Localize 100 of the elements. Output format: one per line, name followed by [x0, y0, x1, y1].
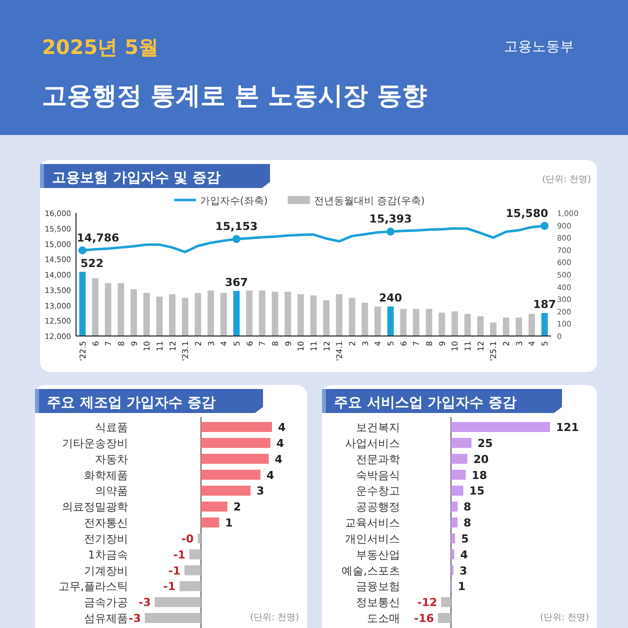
y-tick-label: 화학제품 [84, 468, 128, 482]
bar [336, 294, 342, 336]
bar [118, 283, 124, 336]
bar [284, 292, 292, 336]
bar [451, 438, 472, 448]
x-tick-label: 8 [425, 341, 434, 346]
bar [387, 306, 394, 336]
bar [516, 318, 522, 336]
text: (단위: 천명) [542, 175, 591, 185]
bar [502, 318, 510, 336]
bar [374, 306, 381, 336]
bar [201, 502, 228, 512]
data-label: 4 [278, 421, 286, 434]
data-label: 15 [469, 484, 485, 498]
y-tick-label: 기계장비 [84, 564, 128, 578]
x-tick-label: 4 [528, 341, 537, 346]
data-label: 2 [233, 500, 242, 514]
bar [438, 613, 451, 623]
text: 2025년 5월 [42, 35, 159, 59]
data-label: -3 [138, 596, 151, 610]
bar [208, 290, 214, 336]
y-tick-label: 금속가공 [84, 596, 128, 610]
data-label: 522 [80, 256, 104, 270]
bar [310, 295, 317, 336]
x-tick-label: 11 [464, 341, 473, 352]
bar [79, 272, 86, 336]
annotation: (단위: 천명) [250, 613, 299, 623]
bar [182, 298, 188, 336]
x-tick-label: 2 [348, 341, 358, 346]
bar [184, 565, 201, 576]
bar [451, 454, 468, 464]
x-tick-label: 5 [540, 341, 550, 346]
y-tick-label: 예술,스포츠 [342, 564, 400, 578]
legend-label: 가입자수(좌축) [200, 196, 268, 207]
bar [156, 296, 163, 336]
x-tick-label: 7 [412, 341, 422, 346]
y-tick-label: 사업서비스 [345, 436, 400, 450]
bar [451, 533, 456, 544]
x-tick-label: 7 [104, 341, 114, 346]
data-label: 5 [461, 532, 469, 546]
data-label: -0 [181, 532, 194, 546]
y-tick-label: 보건복지 [356, 421, 400, 434]
y-tick-label: 기타운송장비 [62, 436, 128, 450]
y-tick-label: 운수창고 [356, 484, 400, 498]
y-tick-label: 고무,플라스틱 [58, 580, 128, 594]
x-tick-label: 5 [386, 341, 396, 346]
x-tick-label: 12 [168, 341, 178, 352]
point [232, 235, 240, 244]
chart-title: 주요 서비스업 가입자수 증감 [334, 395, 517, 411]
data-label: 367 [224, 276, 248, 289]
text: 고용행정 통계로 본 노동시장 동향 [42, 81, 427, 110]
bar [220, 292, 227, 336]
bar [400, 308, 407, 336]
x-tick-label: 9 [284, 341, 293, 346]
data-label: 4 [274, 452, 283, 466]
data-label: 4 [276, 436, 284, 450]
y-tick-label: 전문과학 [356, 452, 400, 466]
bar [246, 290, 253, 336]
annotation: (단위: 천명) [540, 613, 589, 623]
bar [201, 438, 270, 448]
data-label: -1 [163, 580, 176, 594]
y-tick-label: 도소매 [367, 612, 400, 625]
bar [528, 314, 535, 336]
bar [297, 294, 304, 336]
y-tick-label: 자동차 [95, 452, 128, 466]
data-label: 14,786 [76, 231, 120, 244]
bar [198, 533, 201, 544]
bar [464, 314, 471, 336]
bar [201, 486, 251, 496]
y-tick-label: 부동산업 [356, 548, 400, 562]
bar [189, 549, 201, 560]
x-tick-label: '22.5 [78, 341, 88, 362]
x-tick-label: 11 [310, 341, 318, 352]
x-tick-label: 4 [374, 341, 383, 346]
bar [169, 294, 176, 336]
y-tick-label: 정보통신 [356, 596, 400, 610]
x-tick-label: 3 [514, 341, 524, 346]
bar [477, 316, 484, 336]
bar [201, 518, 220, 528]
data-label: -12 [417, 596, 438, 610]
data-label: -1 [168, 564, 180, 578]
y-tick-label: 의약품 [95, 484, 128, 498]
x-tick-label: 3 [206, 341, 216, 346]
bar [451, 502, 458, 512]
x-tick-label: 6 [399, 341, 408, 346]
x-tick-label: 12 [322, 341, 332, 352]
data-label: 25 [477, 436, 493, 450]
x-tick-label: 9 [438, 341, 447, 346]
point [540, 222, 549, 230]
bar [441, 597, 451, 608]
x-tick-label: 12 [476, 341, 486, 352]
x-tick-label: 8 [116, 341, 126, 346]
bar [201, 454, 269, 464]
y-tick-label: 전자통신 [84, 516, 128, 530]
bar [412, 308, 420, 336]
data-label: 15,393 [369, 212, 412, 226]
bar [490, 322, 496, 336]
y-tick-label: 의료정밀광학 [62, 500, 128, 514]
bar [194, 292, 202, 336]
x-tick-label: 4 [220, 341, 229, 346]
